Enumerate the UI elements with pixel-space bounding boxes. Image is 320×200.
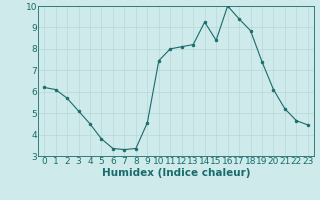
X-axis label: Humidex (Indice chaleur): Humidex (Indice chaleur)	[102, 168, 250, 178]
